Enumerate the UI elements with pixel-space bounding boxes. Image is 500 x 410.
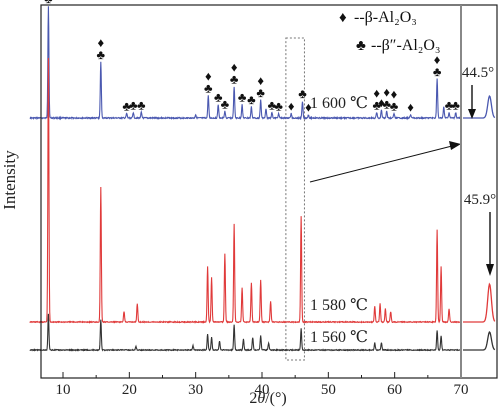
beta-pp-marker: ♣ [268, 97, 277, 112]
beta-pp-marker: ♣ [214, 90, 223, 105]
zoom-arrowhead [449, 141, 461, 150]
beta-marker: ♦ [391, 87, 398, 102]
inset-annotation-1580: 45.9° [464, 192, 496, 208]
beta-pp-marker: ♣ [221, 96, 230, 111]
beta-pp-marker: ♣ [390, 99, 399, 114]
beta-pp-marker: ♣ [204, 81, 213, 96]
axes: 10 20 30 40 50 60 70 [40, 4, 498, 398]
beta-pp-marker: ♣ [230, 72, 239, 87]
x-axis-label-suffix: /(°) [265, 390, 287, 407]
beta-pp-marker: ♣ [44, 0, 53, 6]
beta-pp-marker: ♣ [122, 99, 131, 114]
beta-marker: ♦ [205, 69, 212, 84]
x-tick-label: 60 [387, 382, 402, 398]
beta-pp-marker: ♣ [451, 97, 460, 112]
series-line-3 [29, 313, 462, 352]
beta-pp-marker: ♣ [382, 96, 391, 111]
inset-arrowhead-1580 [486, 264, 494, 276]
inset-annotation-1600: 44.5° [462, 65, 494, 81]
series-layer: 1 600 ℃ 1 580 ℃ 1 560 ℃ [29, 6, 462, 352]
beta-pp-marker: ♣ [256, 85, 265, 100]
series-label-3: 1 560 ℃ [310, 329, 368, 346]
x-axis-label-prefix: 2 [249, 390, 257, 407]
beta-marker: ♦ [257, 73, 264, 88]
peak-marker-layer: ♦♣♦♣♣♣♣♦♣♣♣♦♣♣♣♦♣♣♣♦♣♦♦♣♦♦♣♦♣♦♦♣♣♣ [44, 0, 460, 115]
x-tick-label: 40 [255, 382, 270, 398]
series-label-1: 1 600 ℃ [310, 95, 368, 112]
inset-arrowhead-1600 [468, 109, 476, 119]
beta-marker: ♦ [378, 95, 385, 110]
beta-pp-marker: ♣ [129, 97, 138, 112]
beta-marker: ♦ [288, 99, 295, 114]
annotation-layer: 44.5° 45.9° [309, 65, 496, 276]
legend-beta-text: --β-Al₂O₃ [354, 9, 417, 26]
highlight-region [285, 37, 305, 361]
x-tick-label: 30 [188, 382, 203, 398]
beta-marker: ♦ [373, 85, 380, 100]
beta-pp-marker: ♣ [137, 97, 146, 112]
beta-marker: ♦ [407, 100, 414, 115]
beta-marker: ♦ [231, 60, 238, 75]
x-axis-label: 2θ/(°) [249, 390, 286, 407]
beta-pp-marker: ♣ [247, 92, 256, 107]
series-label-2: 1 580 ℃ [310, 297, 368, 314]
x-tick-label: 70 [454, 382, 469, 398]
beta-pp-marker: ♣ [97, 47, 106, 62]
x-tick-label: 20 [122, 382, 137, 398]
inset-line-3 [463, 331, 496, 351]
beta-marker: ♦ [305, 100, 312, 115]
legend-beta-symbol: ♦ [339, 10, 347, 26]
beta-pp-marker: ♣ [238, 90, 247, 105]
x-axis-label-theta: θ [257, 390, 265, 407]
inset-line-2 [463, 282, 496, 323]
x-tick-label: 50 [321, 382, 336, 398]
beta-marker: ♦ [383, 84, 390, 99]
series-line-2 [29, 58, 462, 324]
inset-line-1 [463, 94, 496, 119]
beta-pp-marker: ♣ [433, 64, 442, 79]
legend: ♦ --β-Al₂O₃ ♣ --β″-Al₂O₃ [339, 9, 441, 54]
beta-pp-marker: ♣ [274, 99, 283, 114]
x-tick-label: 10 [56, 382, 71, 398]
beta-pp-marker: ♣ [445, 97, 454, 112]
plot-area [285, 37, 305, 361]
inset-layer [463, 94, 496, 351]
plot-frame [40, 4, 498, 379]
zoom-arrow [309, 145, 453, 183]
beta-marker: ♦ [97, 35, 104, 50]
series-line-1 [29, 6, 462, 121]
y-axis-label: Intensity [0, 150, 19, 210]
legend-beta-pp-symbol: ♣ [356, 38, 366, 54]
legend-beta-pp-text: --β″-Al₂O₃ [371, 37, 441, 54]
beta-marker: ♦ [434, 52, 441, 67]
beta-pp-marker: ♣ [372, 97, 381, 112]
beta-pp-marker: ♣ [298, 86, 307, 101]
